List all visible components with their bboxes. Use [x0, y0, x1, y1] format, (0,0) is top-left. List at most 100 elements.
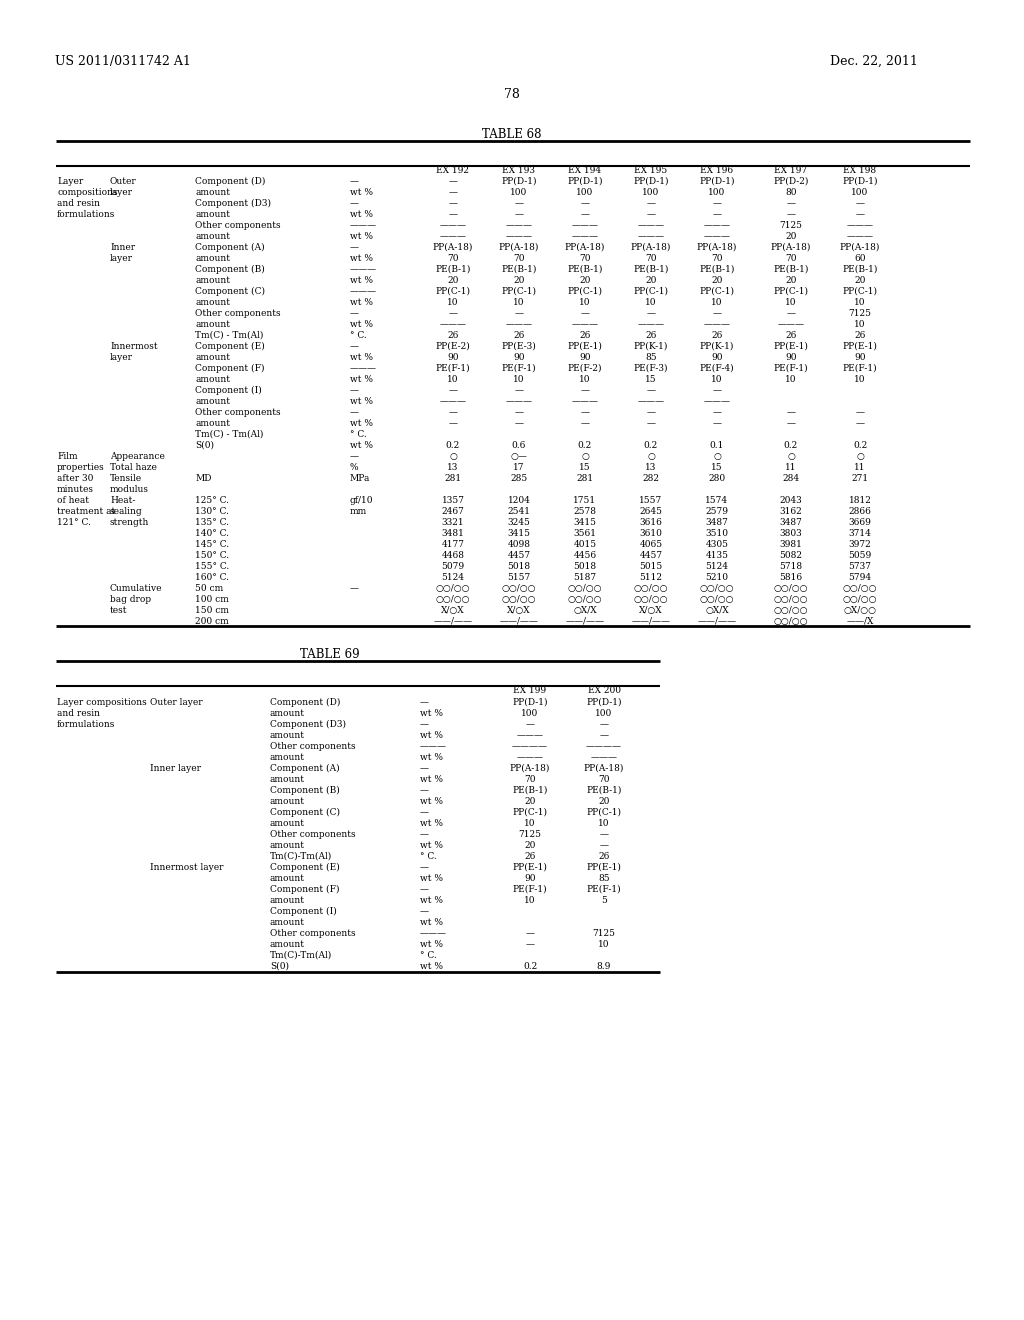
- Text: —: —: [350, 342, 359, 351]
- Text: 135° C.: 135° C.: [195, 517, 229, 527]
- Text: 155° C.: 155° C.: [195, 562, 229, 572]
- Text: Inner: Inner: [110, 243, 135, 252]
- Text: ———: ———: [571, 232, 598, 242]
- Text: 70: 70: [513, 253, 524, 263]
- Text: EX 199: EX 199: [513, 686, 547, 696]
- Text: 5112: 5112: [640, 573, 663, 582]
- Text: —: —: [525, 940, 535, 949]
- Text: 10: 10: [598, 940, 609, 949]
- Text: Dec. 22, 2011: Dec. 22, 2011: [830, 55, 918, 69]
- Text: ———: ———: [571, 319, 598, 329]
- Text: 3162: 3162: [779, 507, 803, 516]
- Text: 5816: 5816: [779, 573, 803, 582]
- Text: 85: 85: [645, 352, 656, 362]
- Text: Component (F): Component (F): [195, 364, 264, 374]
- Text: ——/——: ——/——: [565, 616, 604, 626]
- Text: ——/X: ——/X: [846, 616, 873, 626]
- Text: 60: 60: [854, 253, 865, 263]
- Text: ———: ———: [638, 232, 665, 242]
- Text: 5015: 5015: [639, 562, 663, 572]
- Text: ○○/○○: ○○/○○: [774, 606, 808, 615]
- Text: 20: 20: [645, 276, 656, 285]
- Text: PE(B-1): PE(B-1): [699, 265, 734, 275]
- Text: PP(D-2): PP(D-2): [773, 177, 809, 186]
- Text: 17: 17: [513, 463, 524, 473]
- Text: Layer: Layer: [57, 177, 83, 186]
- Text: PP(E-1): PP(E-1): [773, 342, 808, 351]
- Text: MD: MD: [195, 474, 212, 483]
- Text: wt %: wt %: [350, 397, 373, 407]
- Text: amount: amount: [270, 752, 305, 762]
- Text: —: —: [350, 177, 359, 186]
- Text: wt %: wt %: [420, 818, 443, 828]
- Text: Tm(C) - Tm(Al): Tm(C) - Tm(Al): [195, 430, 263, 440]
- Text: Film: Film: [57, 451, 78, 461]
- Text: TABLE 69: TABLE 69: [300, 648, 359, 661]
- Text: 10: 10: [513, 298, 524, 308]
- Text: PP(A-18): PP(A-18): [631, 243, 671, 252]
- Text: 2866: 2866: [849, 507, 871, 516]
- Text: 7125: 7125: [849, 309, 871, 318]
- Text: 3245: 3245: [508, 517, 530, 527]
- Text: US 2011/0311742 A1: US 2011/0311742 A1: [55, 55, 190, 69]
- Text: formulations: formulations: [57, 719, 116, 729]
- Text: ———: ———: [439, 397, 467, 407]
- Text: amount: amount: [270, 818, 305, 828]
- Text: X/○X: X/○X: [507, 606, 530, 615]
- Text: MPa: MPa: [350, 474, 371, 483]
- Text: ———: ———: [638, 319, 665, 329]
- Text: —: —: [350, 199, 359, 209]
- Text: Cumulative: Cumulative: [110, 583, 163, 593]
- Text: amount: amount: [270, 841, 305, 850]
- Text: 70: 70: [645, 253, 656, 263]
- Text: 121° C.: 121° C.: [57, 517, 91, 527]
- Text: Outer layer: Outer layer: [150, 698, 203, 708]
- Text: 1812: 1812: [849, 496, 871, 506]
- Text: 20: 20: [854, 276, 865, 285]
- Text: Component (D): Component (D): [270, 698, 340, 708]
- Text: —: —: [449, 309, 458, 318]
- Text: 1357: 1357: [441, 496, 465, 506]
- Text: ———: ———: [571, 397, 598, 407]
- Text: 13: 13: [447, 463, 459, 473]
- Text: Component (D): Component (D): [195, 177, 265, 186]
- Text: 130° C.: 130° C.: [195, 507, 229, 516]
- Text: ———: ———: [516, 752, 544, 762]
- Text: —: —: [581, 199, 590, 209]
- Text: 282: 282: [642, 474, 659, 483]
- Text: 8.9: 8.9: [597, 962, 611, 972]
- Text: 50 cm: 50 cm: [195, 583, 223, 593]
- Text: amount: amount: [195, 298, 230, 308]
- Text: PP(A-18): PP(A-18): [510, 764, 550, 774]
- Text: ○○/○○: ○○/○○: [699, 583, 734, 593]
- Text: 10: 10: [854, 375, 865, 384]
- Text: ○—: ○—: [511, 451, 527, 461]
- Text: 26: 26: [712, 331, 723, 341]
- Text: 100: 100: [709, 187, 726, 197]
- Text: wt %: wt %: [350, 232, 373, 242]
- Text: —: —: [350, 309, 359, 318]
- Text: treatment at: treatment at: [57, 507, 116, 516]
- Text: 2645: 2645: [640, 507, 663, 516]
- Text: ○○/○○: ○○/○○: [634, 583, 669, 593]
- Text: —: —: [786, 210, 796, 219]
- Text: —: —: [350, 243, 359, 252]
- Text: 70: 70: [712, 253, 723, 263]
- Text: 4177: 4177: [441, 540, 465, 549]
- Text: PP(D-1): PP(D-1): [699, 177, 735, 186]
- Text: 5082: 5082: [779, 550, 803, 560]
- Text: —: —: [646, 199, 655, 209]
- Text: —: —: [581, 418, 590, 428]
- Text: PP(A-18): PP(A-18): [565, 243, 605, 252]
- Text: ———: ———: [420, 742, 447, 751]
- Text: 7125: 7125: [593, 929, 615, 939]
- Text: 10: 10: [524, 896, 536, 906]
- Text: PE(F-1): PE(F-1): [587, 884, 622, 894]
- Text: PP(E-1): PP(E-1): [587, 863, 622, 873]
- Text: ○: ○: [647, 451, 655, 461]
- Text: ——/——: ——/——: [697, 616, 736, 626]
- Text: 0.2: 0.2: [853, 441, 867, 450]
- Text: ○○/○○: ○○/○○: [843, 595, 878, 605]
- Text: amount: amount: [270, 709, 305, 718]
- Text: 281: 281: [444, 474, 462, 483]
